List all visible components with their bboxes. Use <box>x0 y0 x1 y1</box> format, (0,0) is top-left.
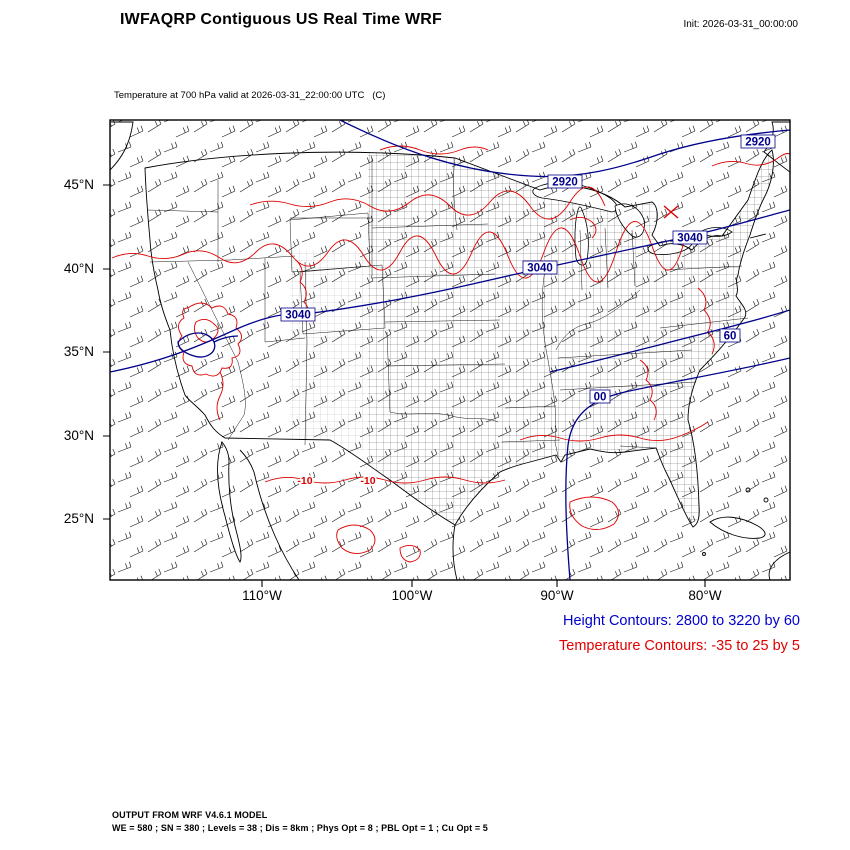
temperature-contour-label: -10 <box>297 475 312 487</box>
height-contour-label: 2920 <box>745 137 771 149</box>
plot-title: IWFAQRP Contiguous US Real Time WRF <box>120 11 442 28</box>
height-contour-label: 3040 <box>677 233 703 245</box>
height-contour-label: 3040 <box>527 263 553 275</box>
height-contour-label: 60 <box>724 331 737 343</box>
height-contour-label: 00 <box>594 392 607 404</box>
height-contour-legend: Height Contours: 2800 to 3220 by 60 <box>563 613 800 629</box>
wrf-map-canvas: 2920 2920 3040 3040 3040 60 00 -10 -10 <box>103 119 791 587</box>
lon-label-90w: 90°W <box>540 588 574 603</box>
subtitle-temperature: Temperature at 700 hPa valid at 2026-03-… <box>114 90 386 101</box>
lat-label-35n: 35°N <box>63 344 94 359</box>
lat-label-25n: 25°N <box>63 511 94 526</box>
footer-model-line: OUTPUT FROM WRF V4.6.1 MODEL <box>112 810 268 820</box>
footer-config-line: WE = 580 ; SN = 380 ; Levels = 38 ; Dis … <box>112 823 488 833</box>
init-time-label: Init: 2026-03-31_00:00:00 <box>683 19 798 30</box>
axis-ticks <box>103 184 706 587</box>
wind-barbs-layer <box>110 120 790 580</box>
temperature-contours <box>111 145 790 563</box>
temperature-contour-labels: -10 -10 <box>296 474 377 489</box>
red-x-marker <box>663 205 679 219</box>
height-contour-label: 3040 <box>285 310 311 322</box>
lat-label-40n: 40°N <box>63 261 94 276</box>
lat-label-45n: 45°N <box>63 177 94 192</box>
temperature-contour-label: -10 <box>360 475 375 487</box>
lon-label-110w: 110°W <box>242 588 282 603</box>
map-frame <box>109 119 791 581</box>
lat-label-30n: 30°N <box>63 428 94 443</box>
lon-label-100w: 100°W <box>391 588 433 603</box>
height-contour-label: 2920 <box>552 177 578 189</box>
temperature-contour-legend: Temperature Contours: -35 to 25 by 5 <box>559 638 800 654</box>
lon-label-80w: 80°W <box>688 588 722 603</box>
height-contour-labels: 2920 2920 3040 3040 3040 60 00 <box>280 134 776 404</box>
